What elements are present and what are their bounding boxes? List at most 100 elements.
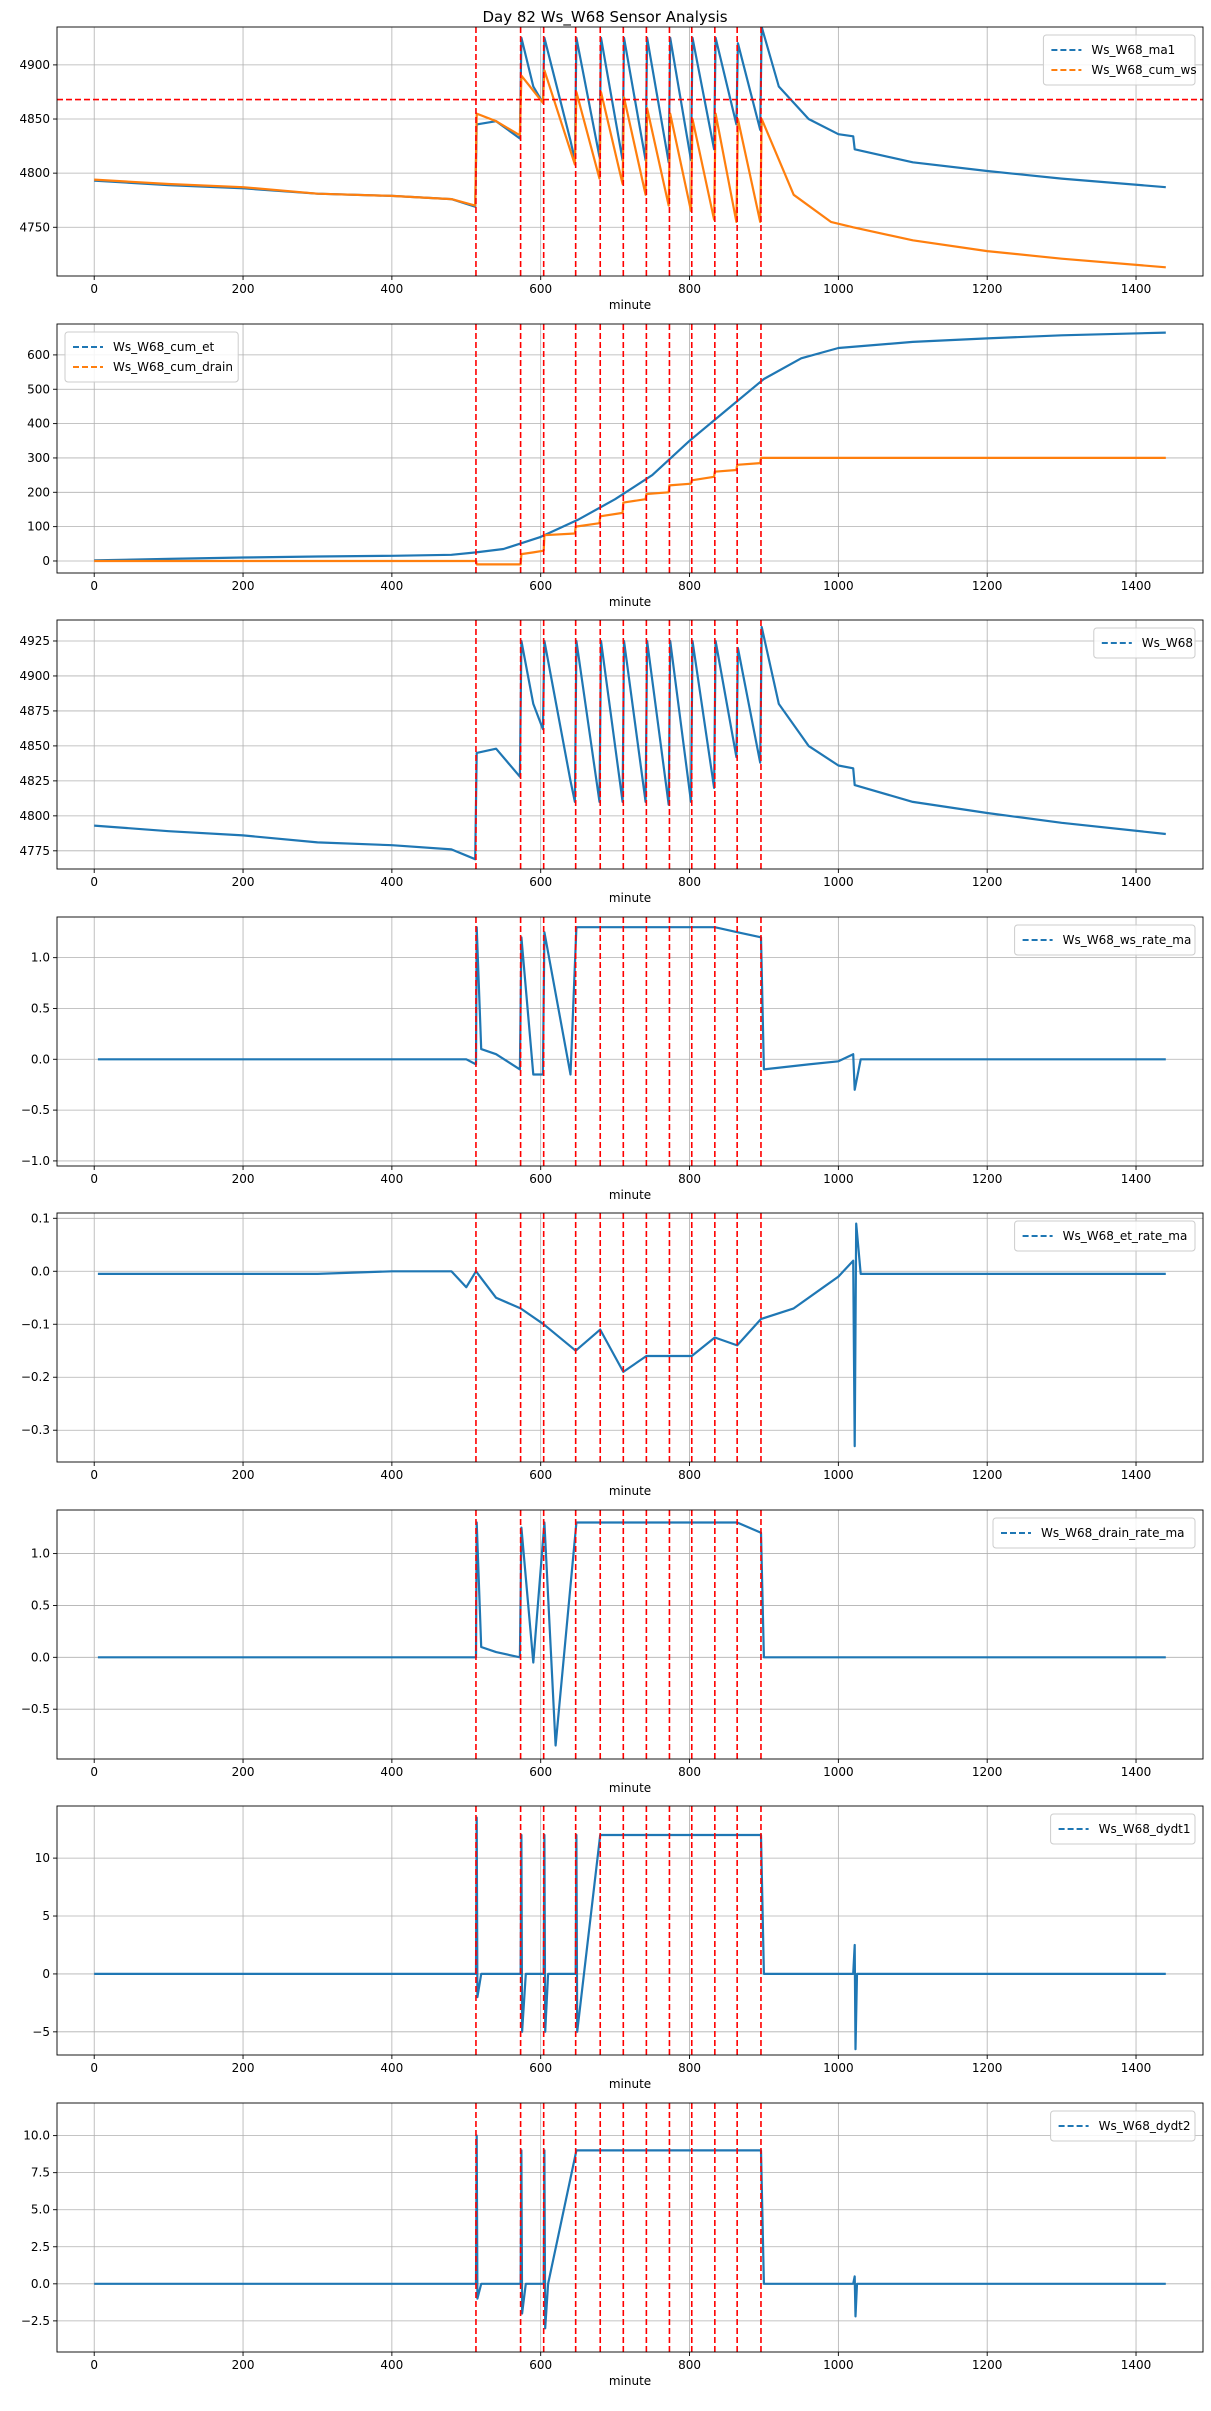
- x-tick-label: 1400: [1121, 1468, 1152, 1482]
- y-tick-label: 0.0: [31, 2277, 50, 2291]
- x-tick-label: 400: [380, 1172, 403, 1186]
- y-tick-label: 4825: [19, 774, 50, 788]
- x-tick-label: 600: [529, 2358, 552, 2372]
- chart-title: Day 82 Ws_W68 Sensor Analysis: [482, 8, 727, 27]
- plot-area: [97, 1213, 1166, 1462]
- x-tick-label: 1200: [972, 1765, 1003, 1779]
- axes-frame: [56, 1212, 1204, 1463]
- legend-label: Ws_W68: [1142, 636, 1193, 650]
- x-tick-label: 200: [232, 875, 255, 889]
- x-tick-label: 600: [529, 875, 552, 889]
- x-tick-label: 800: [678, 1172, 701, 1186]
- plot-area: [97, 917, 1166, 1166]
- y-tick-label: 0: [42, 554, 50, 568]
- legend: Ws_W68_dydt1: [1050, 1813, 1196, 1845]
- x-axis-label: minute: [609, 595, 651, 609]
- x-tick-label: 200: [232, 579, 255, 593]
- x-tick-label: 800: [678, 1765, 701, 1779]
- axes-frame: [56, 619, 1204, 870]
- y-tick-label: −0.5: [21, 1702, 50, 1716]
- x-tick-label: 1000: [823, 875, 854, 889]
- y-tick-label: −1.0: [21, 1154, 50, 1168]
- legend: Ws_W68_dydt2: [1050, 2110, 1196, 2142]
- y-tick-label: 10.0: [23, 2129, 50, 2143]
- plot-area: [94, 1806, 1166, 2055]
- legend: Ws_W68_ws_rate_ma: [1014, 924, 1196, 956]
- x-tick-label: 400: [380, 579, 403, 593]
- x-tick-label: 400: [380, 282, 403, 296]
- panel-6: 0 200 400 600 800 1000 1200 1400 −0.5 0.0 0.5 1.0 mi…: [21, 1509, 1204, 1795]
- panel-8: 0 200 400 600 800 1000 1200 1400 −2.5 0.0 2.5 5.0 7.…: [21, 2102, 1204, 2388]
- series-line-1: [94, 331, 1166, 562]
- panels-container: 0 200 400 600 800 1000 1200 1400475048004850490…: [19, 26, 1204, 2388]
- x-tick-label: 800: [678, 875, 701, 889]
- x-tick-label: 1000: [823, 2358, 854, 2372]
- series-line-1: [94, 1816, 1166, 2051]
- y-tick-label: 7.5: [31, 2166, 50, 2180]
- y-tick-label: 5.0: [31, 2203, 50, 2217]
- x-tick-label: 1000: [823, 2061, 854, 2075]
- legend-box: [1093, 627, 1196, 659]
- x-tick-label: 1000: [823, 579, 854, 593]
- y-tick-label: 0.0: [31, 1650, 50, 1664]
- series-line-1: [94, 2134, 1166, 2330]
- y-tick-label: 4800: [19, 166, 50, 180]
- axes-frame: [56, 1805, 1204, 2056]
- y-tick-label: 400: [27, 417, 50, 431]
- y-tick-label: 100: [27, 520, 50, 534]
- x-tick-label: 400: [380, 2061, 403, 2075]
- y-tick-label: 1.0: [31, 1547, 50, 1561]
- legend-label: Ws_W68_ma1: [1091, 43, 1175, 57]
- y-tick-label: −0.5: [21, 1103, 50, 1117]
- legend-label: Ws_W68_ws_rate_ma: [1063, 933, 1192, 947]
- y-tick-label: −2.5: [21, 2314, 50, 2328]
- axes-frame: [56, 1509, 1204, 1760]
- legend: Ws_W68: [1093, 627, 1196, 659]
- x-tick-label: 800: [678, 282, 701, 296]
- legend: Ws_W68_drain_rate_ma: [992, 1517, 1196, 1549]
- axes-frame: [56, 323, 1204, 574]
- legend-box: [1050, 1813, 1196, 1845]
- y-tick-label: 600: [27, 348, 50, 362]
- series-line-1: [97, 1521, 1166, 1747]
- x-tick-label: 1200: [972, 2358, 1003, 2372]
- y-tick-label: 200: [27, 485, 50, 499]
- series-line-1: [94, 27, 1166, 208]
- legend-label: Ws_W68_dydt2: [1099, 2119, 1191, 2133]
- x-tick-label: 1400: [1121, 282, 1152, 296]
- panel-4: 0 200 400 600 800 1000 1200 1400 −1.0 −0.5 0.0 0.5 1…: [21, 916, 1204, 1202]
- x-tick-label: 0: [90, 579, 98, 593]
- x-tick-label: 200: [232, 1172, 255, 1186]
- x-axis-label: minute: [609, 1188, 651, 1202]
- x-tick-label: 1400: [1121, 875, 1152, 889]
- y-tick-label: 1.0: [31, 951, 50, 965]
- x-tick-label: 1200: [972, 1172, 1003, 1186]
- x-tick-label: 1000: [823, 1468, 854, 1482]
- panel-2: 0 200 400 600 800 1000 1200 1400 0 100 200 300 400 50…: [27, 323, 1204, 609]
- y-tick-label: 500: [27, 382, 50, 396]
- y-tick-label: 10: [35, 1851, 50, 1865]
- series-line-1: [94, 625, 1166, 861]
- x-tick-label: 400: [380, 2358, 403, 2372]
- y-tick-label: 4850: [19, 112, 50, 126]
- x-tick-label: 1000: [823, 1172, 854, 1186]
- x-tick-label: 1000: [823, 1765, 854, 1779]
- y-tick-label: 0.1: [31, 1211, 50, 1225]
- x-tick-label: 600: [529, 1765, 552, 1779]
- y-tick-label: −0.2: [21, 1370, 50, 1384]
- series-line-1: [97, 1222, 1166, 1448]
- y-tick-label: 0.5: [31, 1598, 50, 1612]
- axes-frame: [56, 26, 1204, 277]
- x-tick-label: 200: [232, 282, 255, 296]
- x-axis-label: minute: [609, 298, 651, 312]
- x-tick-label: 1400: [1121, 1172, 1152, 1186]
- x-tick-label: 800: [678, 579, 701, 593]
- panel-1: 0 200 400 600 800 1000 1200 1400 4750 4800 4850 490…: [19, 26, 1204, 312]
- x-tick-label: 600: [529, 579, 552, 593]
- series-line-1: [97, 926, 1166, 1091]
- panel-7: 0 200 400 600 800 1000 1200 1400 −5 0 5 10 minute Ws_…: [32, 1805, 1204, 2091]
- legend-box: [1050, 2110, 1196, 2142]
- x-tick-label: 400: [380, 1468, 403, 1482]
- x-tick-label: 1400: [1121, 579, 1152, 593]
- y-tick-label: −0.3: [21, 1423, 50, 1437]
